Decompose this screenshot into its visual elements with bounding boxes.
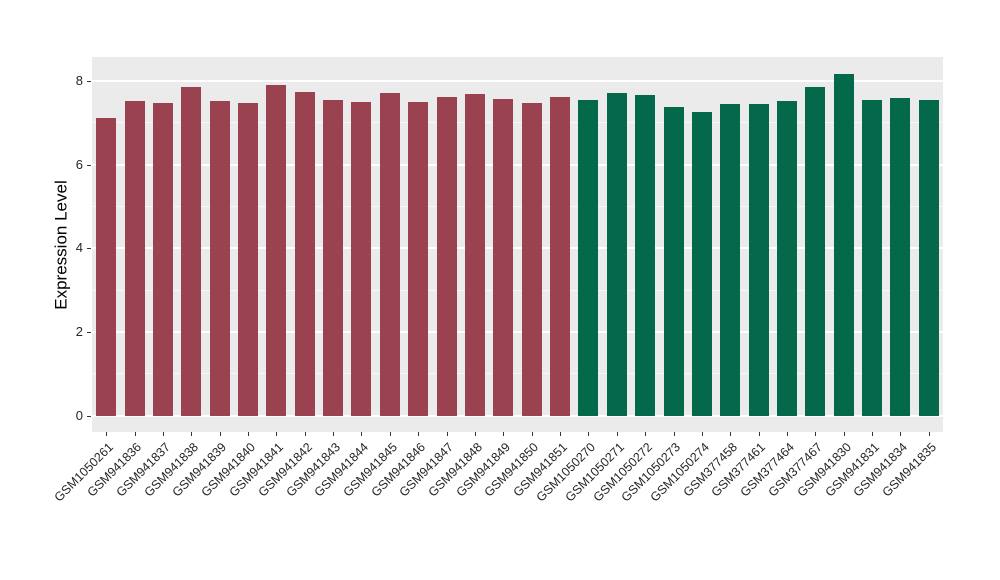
- x-tick-mark-GSM941831: [872, 432, 874, 436]
- x-tick-mark-GSM941834: [900, 432, 902, 436]
- y-tick-label-2: 2: [75, 323, 83, 339]
- bar-GSM941835: [918, 99, 939, 416]
- x-tick-mark-GSM1050274: [701, 432, 703, 436]
- y-tick-mark-4: [87, 248, 91, 250]
- x-tick-mark-GSM941847: [446, 432, 448, 436]
- y-tick-mark-2: [87, 331, 91, 333]
- bar-GSM941846: [408, 102, 429, 416]
- bar-GSM941839: [209, 101, 230, 416]
- bar-GSM377458: [720, 104, 741, 416]
- major-gridline-0: [92, 414, 943, 417]
- minor-gridline-7: [92, 122, 943, 124]
- x-tick-mark-GSM941843: [333, 432, 335, 436]
- minor-gridline-1: [92, 373, 943, 375]
- x-tick-mark-GSM1050272: [645, 432, 647, 436]
- bar-GSM1050261: [96, 117, 117, 416]
- bar-GSM1050273: [663, 107, 684, 416]
- bar-GSM941851: [550, 96, 571, 416]
- x-tick-mark-GSM941835: [928, 432, 930, 436]
- bar-GSM941836: [124, 101, 145, 416]
- bar-GSM377467: [805, 86, 826, 416]
- bar-GSM941850: [521, 102, 542, 416]
- bar-GSM941830: [833, 74, 854, 416]
- major-gridline-8: [92, 80, 943, 83]
- x-tick-mark-GSM941845: [389, 432, 391, 436]
- bar-GSM941844: [351, 101, 372, 416]
- major-gridline-2: [92, 330, 943, 333]
- y-tick-mark-0: [87, 415, 91, 417]
- major-gridline-6: [92, 163, 943, 166]
- bar-GSM941843: [323, 99, 344, 416]
- bar-GSM1050272: [635, 94, 656, 416]
- bar-GSM1050274: [691, 112, 712, 416]
- x-tick-mark-GSM941851: [560, 432, 562, 436]
- x-tick-mark-GSM941848: [474, 432, 476, 436]
- x-tick-mark-GSM941846: [418, 432, 420, 436]
- x-tick-mark-GSM377461: [758, 432, 760, 436]
- y-tick-mark-8: [87, 81, 91, 83]
- y-tick-label-6: 6: [75, 156, 83, 172]
- bar-GSM941840: [238, 103, 259, 416]
- bar-GSM941834: [890, 97, 911, 416]
- bar-GSM941849: [493, 99, 514, 416]
- plot-panel: [92, 57, 943, 432]
- x-tick-mark-GSM941840: [248, 432, 250, 436]
- major-gridline-4: [92, 247, 943, 250]
- x-tick-mark-GSM941844: [361, 432, 363, 436]
- bar-GSM941848: [464, 93, 485, 416]
- bar-GSM377464: [776, 101, 797, 416]
- x-tick-mark-GSM1050273: [673, 432, 675, 436]
- x-tick-mark-GSM377464: [786, 432, 788, 436]
- bar-GSM941847: [436, 96, 457, 416]
- bar-GSM941837: [152, 102, 173, 416]
- x-tick-mark-GSM377467: [815, 432, 817, 436]
- x-tick-mark-GSM941842: [304, 432, 306, 436]
- y-tick-label-8: 8: [75, 73, 83, 89]
- bar-GSM941841: [266, 85, 287, 416]
- bar-GSM941845: [379, 92, 400, 416]
- x-tick-mark-GSM941850: [531, 432, 533, 436]
- y-tick-label-4: 4: [75, 240, 83, 256]
- minor-gridline-3: [92, 289, 943, 291]
- x-tick-mark-GSM1050261: [106, 432, 108, 436]
- y-tick-mark-6: [87, 164, 91, 166]
- x-tick-mark-GSM941830: [843, 432, 845, 436]
- x-tick-mark-GSM941839: [219, 432, 221, 436]
- bar-GSM377461: [748, 104, 769, 416]
- bar-GSM941831: [862, 99, 883, 416]
- x-tick-mark-GSM1050271: [616, 432, 618, 436]
- bar-GSM941842: [294, 92, 315, 416]
- x-tick-mark-GSM1050270: [588, 432, 590, 436]
- minor-gridline-5: [92, 206, 943, 207]
- bar-GSM941838: [181, 86, 202, 416]
- y-tick-label-0: 0: [75, 407, 83, 423]
- x-tick-mark-GSM941837: [162, 432, 164, 436]
- bar-GSM1050270: [578, 99, 599, 416]
- x-tick-mark-GSM377458: [730, 432, 732, 436]
- x-tick-mark-GSM941838: [191, 432, 193, 436]
- x-tick-mark-GSM941836: [134, 432, 136, 436]
- bar-GSM1050271: [606, 92, 627, 416]
- x-tick-mark-GSM941849: [503, 432, 505, 436]
- x-tick-mark-GSM941841: [276, 432, 278, 436]
